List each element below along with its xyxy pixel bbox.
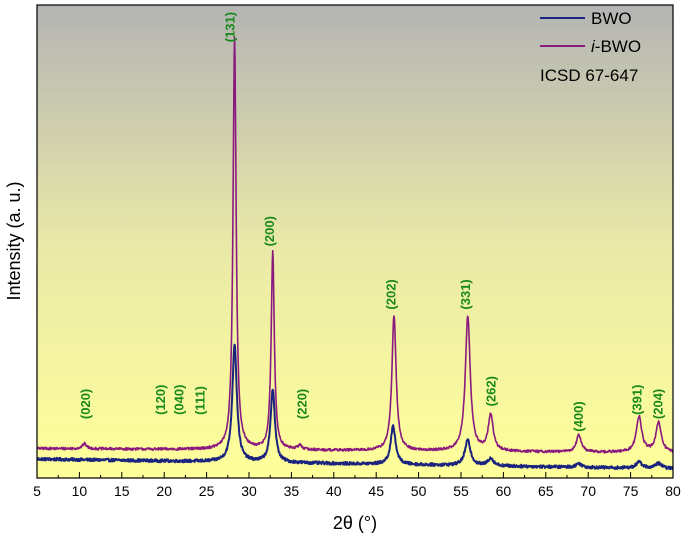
x-tick-label: 30: [241, 483, 257, 499]
x-tick-label: 10: [72, 483, 88, 499]
series-line-i-bwo: [37, 36, 673, 454]
legend-label-ibwo-suffix: -BWO: [595, 37, 641, 56]
peak-label: (400): [571, 401, 586, 431]
peak-label: (020): [78, 389, 93, 419]
x-axis-ticks: 5 10 15 20 25 30 35 40 45 50 55 60 65 70 75 80: [33, 472, 681, 499]
x-tick-label: 75: [623, 483, 639, 499]
x-tick-label: 15: [114, 483, 130, 499]
x-tick-label: 5: [33, 483, 41, 499]
peak-label: (391): [629, 385, 644, 415]
peak-label: (204): [651, 389, 666, 419]
x-axis-title: 2θ (°): [333, 513, 377, 533]
peak-label: (331): [458, 279, 473, 309]
x-tick-label: 35: [284, 483, 300, 499]
peak-label: (131): [222, 12, 237, 42]
legend-label-reference: ICSD 67-647: [540, 66, 638, 85]
x-tick-label: 45: [368, 483, 384, 499]
x-tick-label: 60: [496, 483, 512, 499]
x-tick-label: 20: [156, 483, 172, 499]
peak-label: (262): [484, 376, 499, 406]
legend-label-bwo: BWO: [591, 9, 632, 28]
peak-label: (040): [172, 385, 187, 415]
x-tick-label: 50: [411, 483, 427, 499]
legend-label-ibwo: i-BWO: [591, 37, 641, 56]
series-line-bwo: [37, 343, 673, 471]
x-tick-label: 65: [538, 483, 554, 499]
peak-label: (200): [262, 216, 277, 246]
x-tick-label: 80: [665, 483, 681, 499]
plot-background: [37, 5, 673, 478]
peak-label: (202): [384, 279, 399, 309]
peak-labels: (020) (120) (040) (111) (131) (200) (220) (202)…: [78, 12, 665, 432]
peak-label: (220): [294, 389, 309, 419]
x-tick-label: 70: [580, 483, 596, 499]
legend: BWO i-BWO ICSD 67-647: [540, 9, 641, 85]
peak-label: (120): [153, 385, 168, 415]
x-tick-label: 55: [453, 483, 469, 499]
x-tick-label: 40: [326, 483, 342, 499]
series-layer: [37, 36, 673, 471]
legend-label-ibwo-prefix: i: [591, 37, 596, 56]
y-axis-title: Intensity (a. u.): [4, 181, 24, 300]
peak-label: (111): [193, 386, 208, 415]
x-tick-label: 25: [199, 483, 215, 499]
